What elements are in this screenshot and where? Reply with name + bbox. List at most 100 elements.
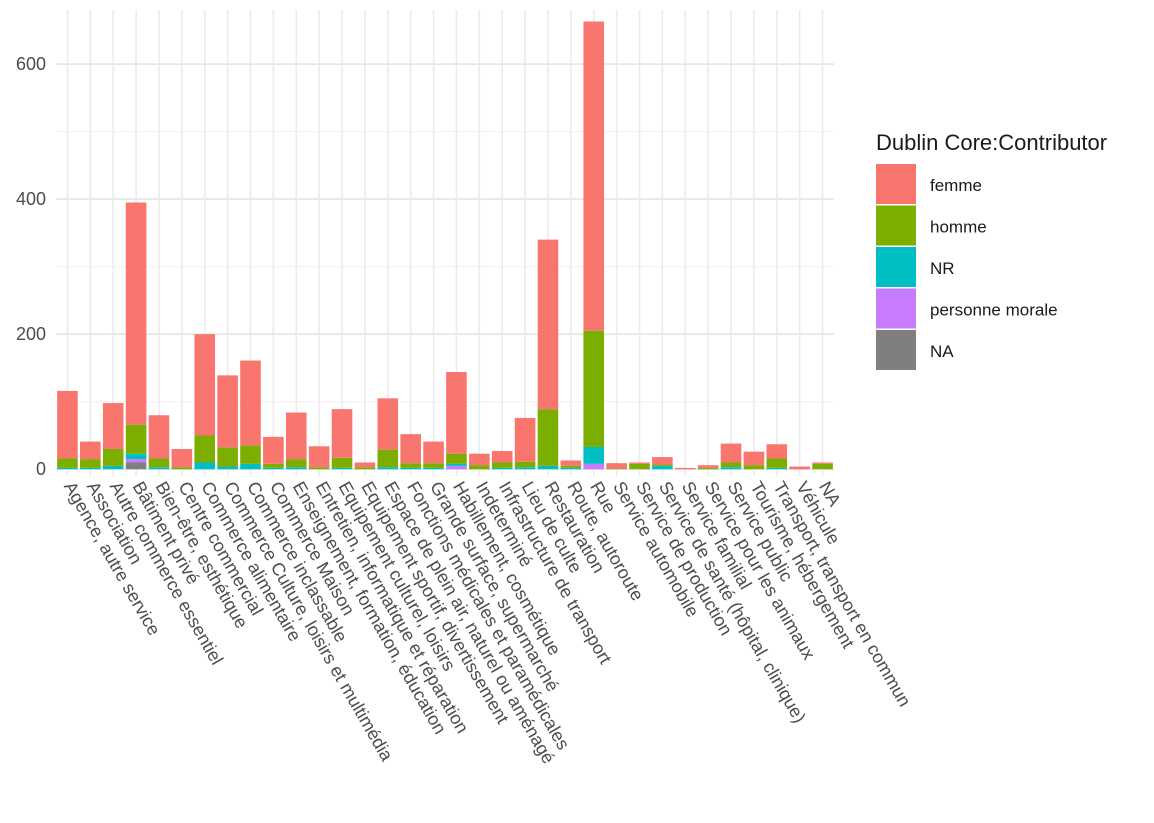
bar-segment — [125, 459, 147, 463]
bar-segment — [148, 458, 170, 468]
bar-segment — [720, 462, 742, 468]
bar-segment — [469, 453, 490, 466]
bar-segment — [194, 462, 216, 470]
bar-segment — [491, 467, 513, 470]
bar-segment — [400, 434, 421, 464]
bar-segment — [400, 467, 421, 470]
bar-segment — [331, 409, 353, 458]
bar-segment — [446, 371, 467, 454]
bar-segment — [583, 21, 605, 331]
bar-segment — [766, 444, 788, 459]
bar-segment — [80, 441, 101, 460]
legend-label: personne morale — [930, 301, 1058, 320]
x-tick-label: Transport, transport en commun — [769, 478, 915, 710]
bar-segment — [697, 467, 719, 470]
bar-segment — [102, 403, 124, 449]
bar-segment — [652, 465, 673, 470]
bar-segment — [148, 415, 170, 459]
bar-segment — [240, 360, 261, 446]
bar-segment — [285, 467, 307, 470]
bar-segment — [57, 390, 78, 459]
bar-segment — [789, 466, 810, 470]
bar-segment — [102, 448, 124, 466]
bar-segment — [766, 458, 788, 468]
y-tick-label: 600 — [16, 54, 46, 74]
bar-segment — [537, 239, 559, 410]
bar-segment — [102, 465, 124, 470]
legend-swatch — [876, 330, 916, 370]
bar-segment — [331, 467, 353, 470]
bar-segment — [125, 453, 147, 460]
bar-segment — [446, 453, 467, 464]
bar-segment — [537, 465, 559, 470]
bar-segment — [217, 447, 238, 467]
bar-segment — [743, 451, 765, 466]
bar-segment — [57, 467, 78, 470]
bar-segment — [629, 463, 650, 470]
legend-items: femme homme NR personne morale NA — [876, 164, 1058, 370]
bar-segment — [583, 463, 605, 470]
grid-lines — [56, 10, 834, 476]
bar-segment — [583, 330, 605, 447]
bar-segment — [125, 202, 147, 425]
bar-segment — [331, 457, 353, 468]
bar-segment — [148, 467, 170, 470]
bar-segment — [720, 467, 742, 470]
bar-segment — [194, 435, 216, 463]
bar-segment — [560, 465, 582, 468]
bar-segment — [377, 449, 399, 468]
bar-segment — [400, 463, 421, 468]
legend-label: NR — [930, 259, 955, 278]
bar-segment — [812, 462, 833, 464]
bar-segment — [606, 463, 627, 469]
bar-segment — [57, 458, 78, 468]
legend-label: homme — [930, 218, 987, 237]
bar-segment — [446, 463, 467, 466]
bar-segment — [217, 375, 238, 448]
bar-segment — [263, 463, 284, 468]
bar-segment — [629, 462, 650, 464]
legend-swatch — [876, 205, 916, 246]
bar-segment — [285, 412, 307, 460]
bar-segment — [652, 464, 673, 466]
legend-swatch — [876, 288, 916, 329]
bar-segment — [308, 467, 330, 470]
bar-segment — [285, 459, 307, 468]
bar-segment — [469, 465, 490, 470]
bar-segment — [171, 448, 193, 468]
bar-segment — [354, 462, 376, 468]
bar-segment — [194, 334, 216, 436]
bar-segment — [80, 459, 101, 468]
bar-segment — [217, 466, 238, 470]
bar-segment — [263, 467, 284, 470]
bar-segment — [514, 467, 536, 470]
bar-segment — [697, 465, 719, 468]
bar-segment — [80, 467, 101, 470]
bar-segment — [423, 463, 444, 468]
bar-segment — [308, 446, 330, 468]
bar-segment — [423, 441, 444, 464]
y-axis-ticks: 0 200 400 600 — [16, 54, 46, 479]
bar-segment — [583, 446, 605, 464]
bar-segment — [720, 443, 742, 463]
legend-swatch — [876, 164, 916, 204]
bar-segment — [446, 465, 467, 470]
bar-segment — [743, 465, 765, 470]
bar-segment — [125, 424, 147, 454]
y-tick-label: 0 — [36, 459, 46, 479]
y-tick-label: 200 — [16, 324, 46, 344]
bar-segment — [766, 467, 788, 470]
bar-segment — [263, 436, 284, 464]
bar-segment — [560, 467, 582, 470]
legend-swatch — [876, 247, 916, 287]
bar-segment — [491, 462, 513, 468]
bar-segment — [240, 463, 261, 470]
legend-label: femme — [930, 176, 982, 195]
bars — [57, 21, 833, 470]
bar-segment — [354, 467, 376, 470]
bar-segment — [674, 467, 696, 470]
bar-segment — [171, 467, 193, 470]
bar-segment — [652, 457, 673, 465]
